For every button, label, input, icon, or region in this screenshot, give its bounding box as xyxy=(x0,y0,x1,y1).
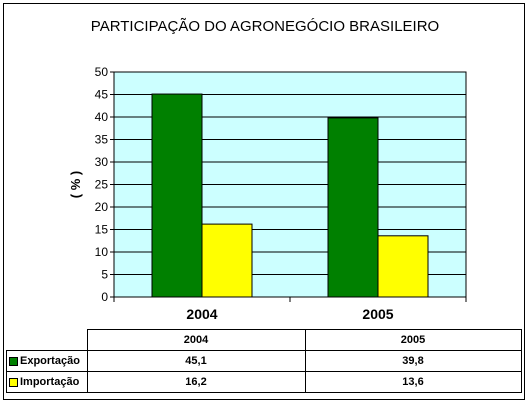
table-row: Exportação 45,1 39,8 xyxy=(6,350,522,372)
legend-label: Exportação xyxy=(20,355,80,367)
chart-title: PARTICIPAÇÃO DO AGRONEGÓCIO BRASILEIRO xyxy=(90,18,440,35)
legend-swatch xyxy=(9,356,18,366)
legend-swatch xyxy=(9,377,18,387)
y-tick-label: 25 xyxy=(95,178,109,192)
table-corner xyxy=(7,330,88,351)
table-cell: 16,2 xyxy=(86,371,306,393)
table-row-label: Importação xyxy=(6,371,88,393)
y-axis-label: ( % ) xyxy=(68,171,83,198)
y-tick-label: 35 xyxy=(95,133,109,147)
y-tick-label: 0 xyxy=(101,290,108,304)
legend-label: Importação xyxy=(20,376,80,388)
table-row-label: Exportação xyxy=(6,350,88,372)
table-cell: 39,8 xyxy=(304,350,522,372)
table-cell: 13,6 xyxy=(304,371,522,393)
y-tick-label: 45 xyxy=(95,88,109,102)
y-tick-label: 40 xyxy=(95,110,109,124)
y-tick-label: 5 xyxy=(101,268,108,282)
y-tick-label: 30 xyxy=(95,155,109,169)
bar xyxy=(151,93,203,298)
table-header-row: 2004 2005 xyxy=(7,329,522,351)
table-header-cell: 2004 xyxy=(86,329,306,351)
x-category-label: 2005 xyxy=(362,306,393,322)
bar xyxy=(201,223,253,298)
y-tick-label: 50 xyxy=(95,65,109,79)
bar xyxy=(327,117,379,298)
bar xyxy=(377,235,429,298)
data-table: 2004 2005 Exportação 45,1 39,8 Importaçã… xyxy=(6,329,522,393)
y-tick-label: 20 xyxy=(95,200,109,214)
y-tick-label: 10 xyxy=(95,245,109,259)
table-cell: 45,1 xyxy=(86,350,306,372)
table-header-cell: 2005 xyxy=(304,329,522,351)
y-tick-label: 15 xyxy=(95,223,109,237)
x-category-label: 2004 xyxy=(186,306,217,322)
table-row: Importação 16,2 13,6 xyxy=(6,371,522,393)
